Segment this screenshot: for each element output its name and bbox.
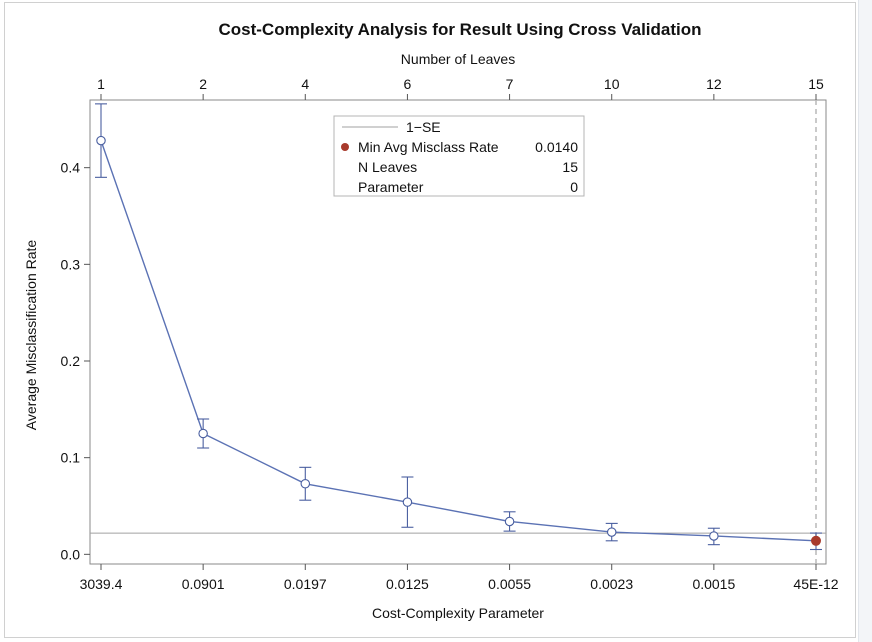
legend-param-label: Parameter <box>358 179 424 195</box>
x2-tick-label-0: 1 <box>97 76 105 92</box>
data-point-6 <box>709 531 719 541</box>
data-point-0 <box>96 135 106 146</box>
window-edge <box>858 0 872 642</box>
chart-title: Cost-Complexity Analysis for Result Usin… <box>218 20 701 39</box>
x-axis-label: Cost-Complexity Parameter <box>372 605 544 621</box>
x-tick-label-5: 0.0023 <box>590 576 633 592</box>
x2-tick-label-6: 12 <box>706 76 722 92</box>
series-1 <box>95 103 822 551</box>
x-tick-label-0: 3039.4 <box>80 576 123 592</box>
x2-tick-label-7: 15 <box>808 76 824 92</box>
data-point-2 <box>300 479 311 489</box>
x-tick-label-2: 0.0197 <box>284 576 327 592</box>
y-tick-label-1: 0.1 <box>61 450 81 466</box>
series-line <box>100 140 817 542</box>
x-tick-label-4: 0.0055 <box>488 576 531 592</box>
x2-tick-label-3: 6 <box>404 76 412 92</box>
x2-axis-label: Number of Leaves <box>401 51 515 67</box>
y-tick-label-0: 0.0 <box>61 546 81 562</box>
reference-lines <box>90 100 826 564</box>
data-point-3 <box>402 497 413 507</box>
legend-leaves-value: 15 <box>562 159 578 175</box>
legend-param-value: 0 <box>570 179 578 195</box>
legend-min-marker <box>341 143 349 151</box>
x2-tick-label-2: 4 <box>301 76 309 92</box>
y-tick-label-4: 0.4 <box>61 160 81 176</box>
x2-tick-label-1: 2 <box>199 76 207 92</box>
x2-tick-label-5: 10 <box>604 76 620 92</box>
legend: 1−SE Min Avg Misclass Rate 0.0140 N Leav… <box>333 115 585 197</box>
data-point-5 <box>606 527 617 537</box>
legend-box <box>333 115 585 197</box>
plot-area <box>89 99 827 565</box>
x-tick-label-1: 0.0901 <box>182 576 225 592</box>
legend-leaves-label: N Leaves <box>358 159 417 175</box>
axis-ticks: 3039.4 0.0901 0.0197 0.0125 0.0055 0.0023 0.00… <box>61 76 839 592</box>
x-tick-label-7: 45E-12 <box>793 576 838 592</box>
legend-one-se-label: 1−SE <box>406 119 441 135</box>
legend-min-value: 0.0140 <box>535 139 578 155</box>
y-axis-label: Average Misclassification Rate <box>23 240 39 431</box>
y-tick-label-3: 0.3 <box>61 256 81 272</box>
x2-tick-label-4: 7 <box>506 76 514 92</box>
legend-min-label: Min Avg Misclass Rate <box>358 139 499 155</box>
min-point <box>811 535 821 546</box>
data-point-1 <box>198 428 208 439</box>
y-tick-label-2: 0.2 <box>61 353 81 369</box>
data-point-4 <box>504 516 515 527</box>
x-tick-label-6: 0.0015 <box>692 576 735 592</box>
x-tick-label-3: 0.0125 <box>386 576 429 592</box>
